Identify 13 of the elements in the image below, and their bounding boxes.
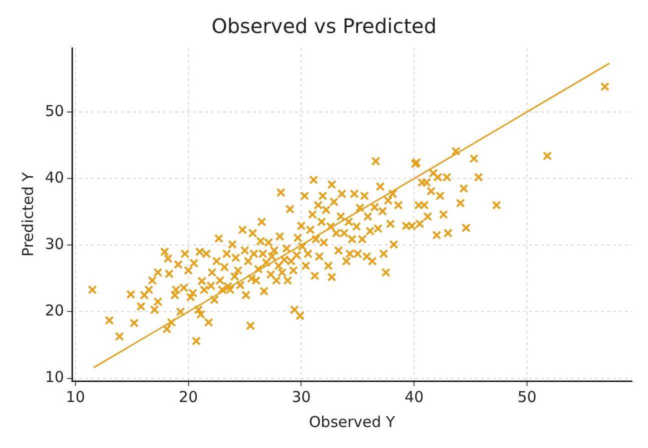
x-tick-label: 40	[404, 388, 424, 406]
y-axis-title: Predicted Y	[18, 171, 37, 257]
y-tick-label: 40	[44, 168, 64, 186]
y-tick-label: 50	[44, 102, 64, 120]
x-tick-label: 50	[517, 388, 537, 406]
x-tick-label: 30	[292, 388, 311, 406]
x-tick-label: 20	[178, 388, 198, 406]
chart-title: Observed vs Predicted	[211, 14, 437, 38]
y-tick-label: 20	[44, 302, 64, 320]
x-tick-label: 10	[66, 388, 86, 406]
x-axis-title: Observed Y	[308, 412, 396, 431]
y-tick-label: 10	[44, 368, 64, 386]
y-tick-label: 30	[44, 235, 64, 254]
